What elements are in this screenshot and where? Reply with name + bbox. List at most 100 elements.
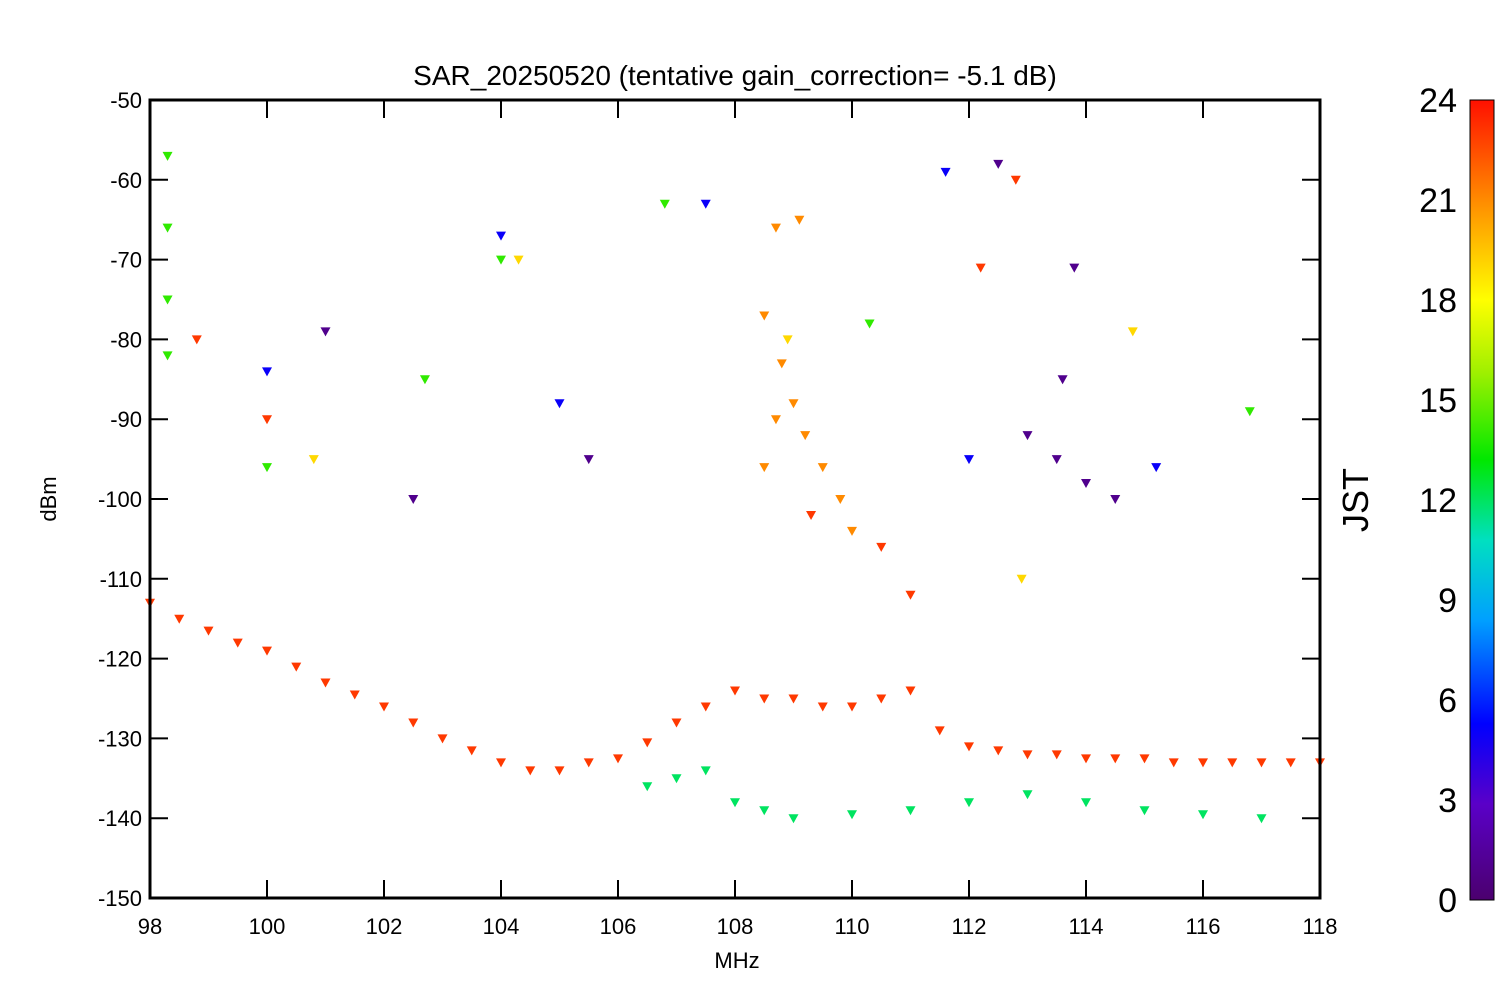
data-point <box>191 335 202 345</box>
data-point <box>835 495 846 504</box>
data-point <box>291 662 302 672</box>
data-point <box>847 810 857 820</box>
data-point <box>964 742 974 752</box>
data-point <box>975 263 986 273</box>
x-tick-label: 112 <box>951 914 986 939</box>
data-point <box>162 295 173 305</box>
data-point <box>162 223 173 233</box>
data-point <box>1285 758 1296 768</box>
chart-title: SAR_20250520 (tentative gain_correction=… <box>413 60 1057 91</box>
data-point <box>770 223 781 233</box>
data-point <box>525 766 536 776</box>
data-point <box>496 231 506 241</box>
y-axis-title: dBm <box>36 476 61 521</box>
x-tick-label: 104 <box>483 914 520 939</box>
data-point <box>730 686 740 696</box>
data-point <box>1168 758 1179 768</box>
data-point <box>817 463 828 473</box>
data-point <box>1081 754 1091 764</box>
data-point <box>730 798 740 808</box>
data-point <box>162 151 173 161</box>
x-tick-label: 116 <box>1185 914 1220 939</box>
data-point <box>262 415 272 425</box>
data-point <box>1256 758 1267 768</box>
y-tick-label: -110 <box>100 567 142 592</box>
data-point <box>174 614 185 624</box>
colorbar-tick-label: 6 <box>1438 682 1457 720</box>
data-point <box>800 431 811 441</box>
data-point <box>1051 455 1062 465</box>
data-point <box>847 702 857 712</box>
data-point <box>419 375 430 385</box>
data-point <box>876 542 887 552</box>
y-tick-label: -120 <box>98 647 142 672</box>
y-tick-label: -100 <box>98 487 142 512</box>
data-point <box>964 455 974 465</box>
data-point <box>876 694 887 704</box>
data-point <box>1227 758 1238 768</box>
data-point <box>613 754 623 764</box>
data-point <box>1244 407 1255 417</box>
data-point <box>905 806 916 816</box>
data-point <box>408 495 419 504</box>
data-point <box>671 718 682 728</box>
data-point <box>788 399 799 409</box>
data-point <box>905 686 916 696</box>
data-point <box>496 758 506 768</box>
colorbar-tick-label: 18 <box>1419 282 1457 320</box>
data-point <box>776 359 787 369</box>
data-point <box>408 718 419 728</box>
data-point <box>1256 814 1267 824</box>
data-point <box>993 159 1004 169</box>
data-point <box>1127 327 1138 337</box>
data-point <box>934 726 945 736</box>
colorbar-tick-label: 21 <box>1419 182 1457 220</box>
colorbar-tick-label: 24 <box>1419 82 1457 120</box>
data-point <box>700 199 711 209</box>
data-point <box>262 367 272 377</box>
x-tick-label: 114 <box>1068 914 1103 939</box>
data-point <box>583 758 594 768</box>
data-point <box>1081 798 1091 808</box>
data-point <box>1139 806 1150 816</box>
data-point <box>964 798 974 808</box>
data-point <box>642 782 653 792</box>
x-tick-label: 118 <box>1302 914 1337 939</box>
data-point <box>905 590 916 600</box>
x-axis: 98 100 102 104 106 108 110 112 114 116 118 <box>138 100 1338 939</box>
data-point <box>659 199 670 209</box>
colorbar-tick-label: 0 <box>1438 882 1457 920</box>
data-point <box>379 702 389 712</box>
x-tick-label: 108 <box>717 914 754 939</box>
data-point <box>700 702 711 712</box>
y-tick-label: -60 <box>110 168 142 193</box>
x-tick-label: 106 <box>600 914 637 939</box>
data-point <box>759 311 770 321</box>
data-point <box>794 215 805 225</box>
data-point <box>671 774 682 784</box>
colorbar-tick-label: 15 <box>1419 382 1457 420</box>
data-point <box>1022 750 1033 760</box>
data-point <box>1198 758 1208 768</box>
colorbar-ticks: 24 21 18 15 12 9 6 3 0 <box>1419 82 1457 920</box>
data-point <box>554 399 565 409</box>
x-tick-label: 98 <box>138 914 162 939</box>
y-tick-label: -140 <box>98 806 142 831</box>
y-tick-label: -50 <box>110 88 142 113</box>
x-axis-title: MHz <box>714 948 759 973</box>
colorbar <box>1469 99 1495 901</box>
data-point <box>759 463 770 473</box>
data-point <box>1057 375 1068 385</box>
data-point <box>1198 810 1208 820</box>
x-tick-label: 102 <box>366 914 403 939</box>
data-point <box>806 510 817 520</box>
data-point <box>308 455 319 465</box>
data-point <box>554 766 565 776</box>
data-point <box>817 702 828 712</box>
data-point <box>847 526 857 536</box>
data-point <box>262 463 272 473</box>
data-point <box>782 335 793 345</box>
plot-area <box>145 151 1325 824</box>
data-point <box>788 694 799 704</box>
